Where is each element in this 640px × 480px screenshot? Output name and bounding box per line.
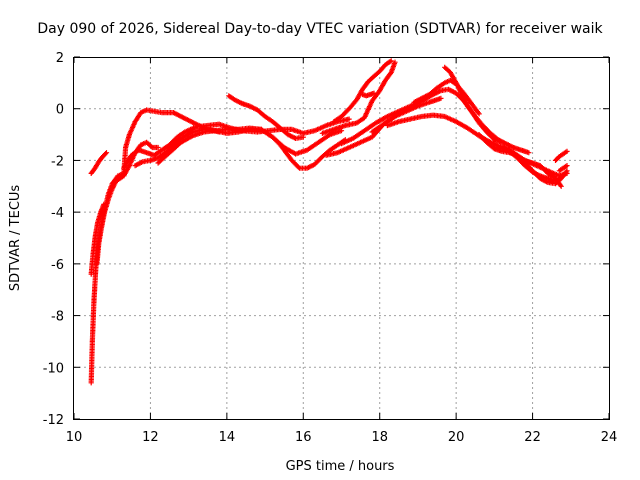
y-tick-label: -6 (51, 258, 64, 273)
y-axis-label: SDTVAR / TECUs (8, 185, 23, 292)
axis-ticks (73, 56, 610, 420)
x-axis-label: GPS time / hours (286, 459, 395, 474)
data-point (371, 90, 377, 96)
data-point (438, 95, 444, 101)
data-point (388, 58, 394, 64)
series-arc-22 (556, 163, 570, 174)
x-tick-label: 18 (371, 430, 388, 445)
data-point (560, 173, 566, 179)
data-point (103, 150, 110, 156)
data-point (526, 150, 532, 156)
x-tick-label: 12 (142, 430, 159, 445)
data-point (476, 111, 482, 117)
data-point (557, 182, 563, 188)
data-point (148, 143, 154, 150)
series-arc-10 (319, 59, 398, 136)
series-arc-11 (331, 58, 394, 125)
data-point (392, 59, 398, 65)
x-tick-label: 16 (295, 430, 312, 445)
chart-title: Day 090 of 2026, Sidereal Day-to-day VTE… (37, 21, 603, 37)
series-arc-20 (491, 144, 566, 184)
x-tick-label: 14 (219, 430, 236, 445)
series-arc-21 (552, 148, 570, 163)
series-arc-4 (88, 150, 110, 176)
data-point (102, 151, 109, 157)
y-tick-label: 0 (56, 103, 64, 118)
x-tick-label: 10 (66, 430, 83, 445)
x-tick-label: 22 (524, 430, 541, 445)
data-point (392, 113, 398, 120)
series-arc-9 (226, 93, 306, 141)
x-tick-label: 24 (601, 430, 618, 445)
series-arc-12 (359, 90, 377, 99)
y-tick-label: -10 (43, 361, 64, 376)
x-tick-label: 20 (448, 430, 465, 445)
y-tick-label: -4 (51, 206, 64, 221)
data-point (300, 134, 306, 140)
data-point (346, 116, 352, 122)
series-arc-8 (155, 125, 348, 171)
data-point (564, 168, 570, 174)
data-points (88, 58, 570, 386)
plot-frame (73, 57, 610, 420)
y-tick-label: -12 (43, 413, 64, 428)
data-point (564, 148, 570, 154)
data-point (563, 169, 569, 175)
data-point (295, 164, 301, 170)
data-point (558, 183, 564, 189)
data-point (564, 163, 570, 169)
series-arc-17 (442, 64, 532, 156)
y-tick-label: -2 (51, 154, 64, 169)
data-point (155, 144, 161, 151)
series-arc-23 (369, 113, 398, 135)
y-tick-label: -8 (51, 310, 64, 325)
y-tick-label: 2 (56, 51, 64, 66)
